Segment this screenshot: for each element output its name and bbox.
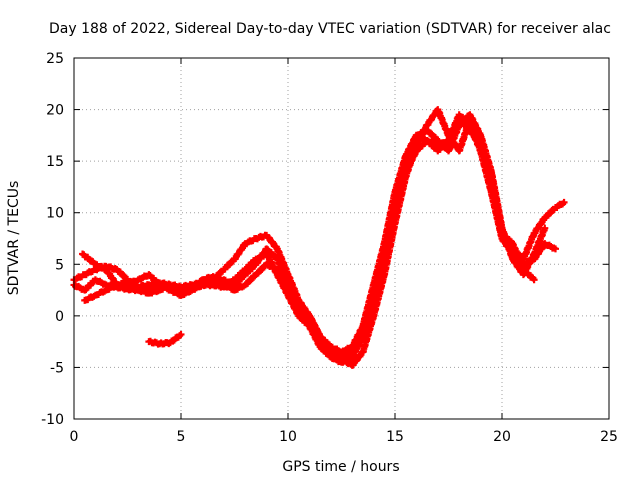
x-axis-label: GPS time / hours [282, 459, 399, 475]
x-tick-label: 20 [493, 429, 511, 445]
data-point [120, 272, 128, 280]
plot-frame [73, 57, 610, 420]
data-point [560, 198, 568, 206]
y-tick-label: 5 [55, 257, 64, 273]
data-point [552, 245, 559, 253]
data-point [541, 224, 549, 232]
y-axis-label: SDTVAR / TECUs [6, 181, 22, 296]
series-arc-d [79, 116, 538, 356]
x-tick-label: 25 [600, 429, 618, 445]
data-point [177, 330, 185, 338]
x-tick-label: 5 [177, 429, 186, 445]
series-arc-e [145, 330, 185, 348]
data-series [70, 106, 568, 369]
x-tick-label: 0 [70, 429, 79, 445]
y-tick-label: 10 [46, 206, 64, 222]
y-tick-label: 25 [46, 51, 64, 67]
y-tick-label: 15 [46, 154, 64, 170]
data-point [530, 276, 538, 284]
axis-ticks: -10 -5 0 5 10 15 20 25 0 5 10 15 20 25 [41, 51, 618, 445]
chart-title: Day 188 of 2022, Sidereal Day-to-day VTE… [49, 21, 611, 37]
y-tick-label: 0 [55, 309, 64, 325]
y-tick-label: -10 [41, 412, 64, 428]
x-tick-label: 15 [386, 429, 404, 445]
y-tick-label: -5 [50, 360, 64, 376]
y-tick-label: 20 [46, 103, 64, 119]
x-tick-label: 10 [279, 429, 297, 445]
